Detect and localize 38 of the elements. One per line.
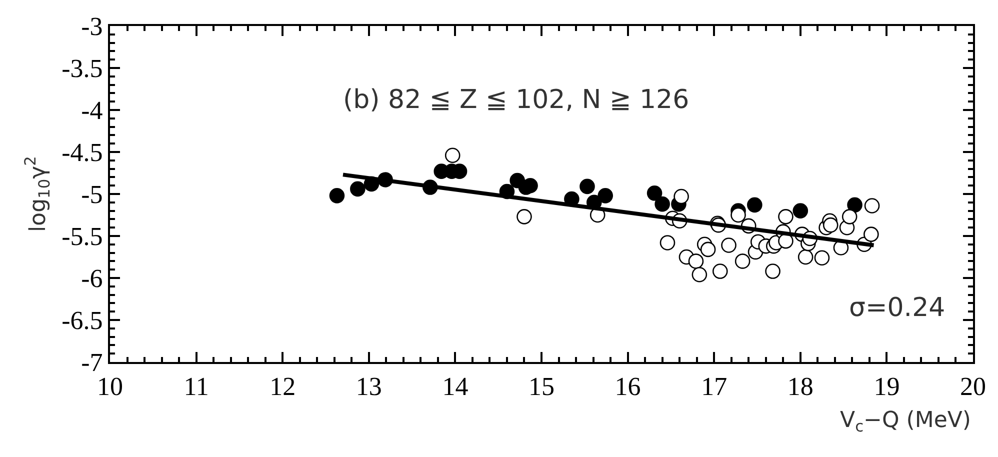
x-axis-title: V$_{c}$−Q (MeV) [840, 408, 972, 436]
point [842, 209, 858, 224]
y-tick-label: -6 [81, 264, 103, 294]
x-tick-label: 20 [960, 372, 986, 402]
point [654, 196, 670, 212]
x-tick-label: 12 [270, 372, 296, 402]
y-tick-label: -4.5 [62, 138, 103, 168]
y-tick-label: -4 [81, 96, 103, 126]
y-tick-label: -5 [81, 180, 103, 210]
point [864, 226, 879, 242]
x-tick-label: 13 [356, 372, 382, 402]
point [598, 188, 614, 204]
annotation: (b) 82 ≦ Z ≦ 102, N ≧ 126 [343, 85, 690, 115]
x-tick-label: 14 [442, 372, 468, 402]
y-tick-label: -5.5 [62, 222, 103, 252]
point [792, 203, 808, 218]
x-tick-label: 17 [701, 372, 728, 402]
x-tick-label: 18 [787, 372, 814, 402]
annotation: σ=0.24 [849, 293, 946, 323]
y-tick-label: -3.5 [62, 54, 103, 84]
x-tick-label: 19 [874, 372, 900, 402]
point [674, 188, 689, 204]
y-tick-label: -3 [81, 12, 103, 42]
point [730, 207, 746, 223]
x-tick-label: 15 [528, 372, 554, 402]
x-tick-label: 11 [184, 372, 209, 402]
x-tick-label: 16 [614, 372, 641, 402]
point [847, 197, 862, 213]
point [329, 188, 345, 204]
y-tick-label: -6.5 [62, 306, 103, 336]
point [350, 181, 366, 197]
point [646, 186, 662, 201]
point [580, 178, 595, 194]
point [700, 242, 716, 258]
point [822, 217, 838, 233]
point [778, 233, 794, 249]
point [747, 197, 762, 213]
point [688, 254, 704, 269]
